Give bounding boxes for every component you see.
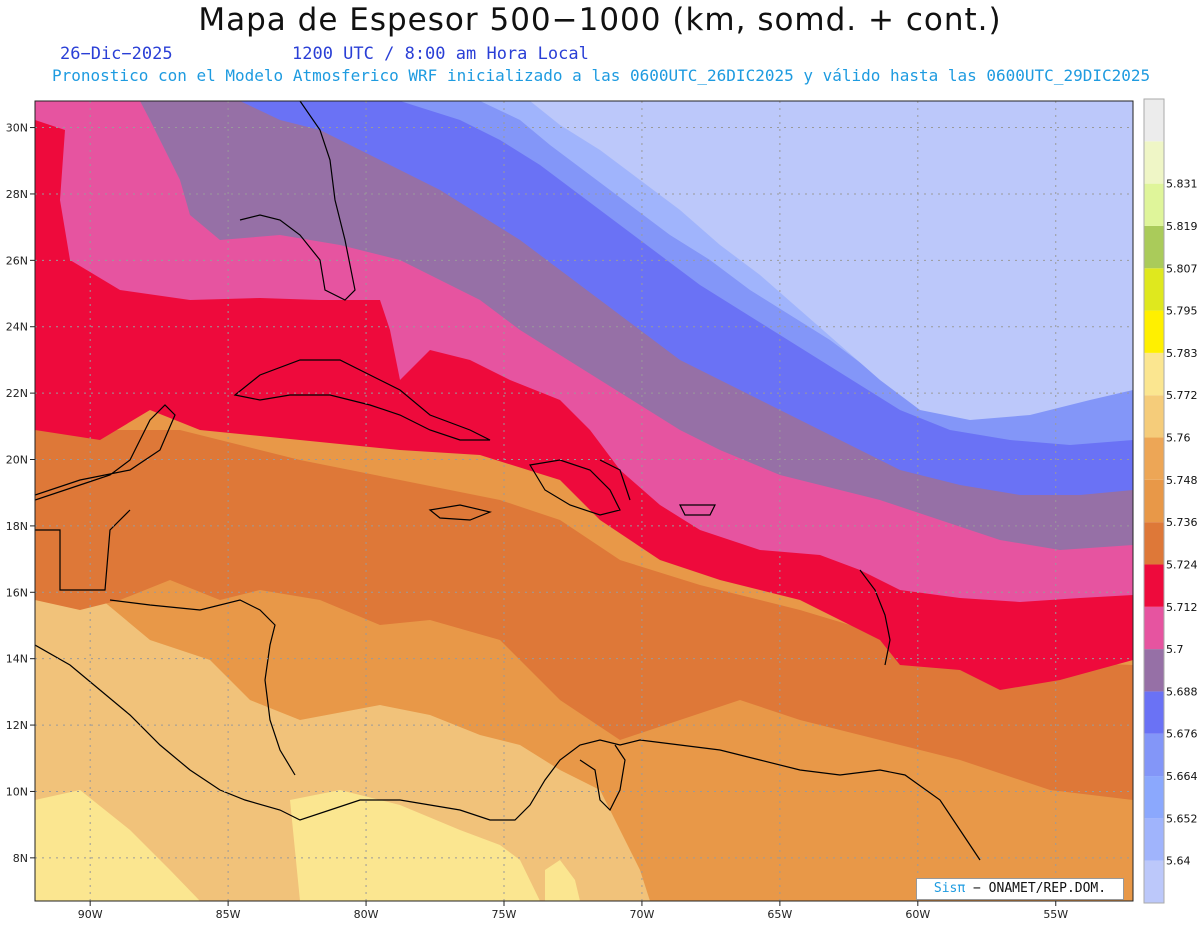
legend-swatches bbox=[1143, 98, 1165, 904]
legend-label: 5.831 bbox=[1166, 178, 1198, 191]
legend-label: 5.664 bbox=[1166, 770, 1198, 783]
legend-swatch bbox=[1144, 395, 1164, 438]
legend-label: 5.712 bbox=[1166, 601, 1198, 614]
lon-tick-label: 70W bbox=[629, 908, 654, 921]
lat-tick-label: 22N bbox=[6, 387, 28, 400]
legend-swatch bbox=[1144, 818, 1164, 861]
credit-text: − ONAMET/REP.DOM. bbox=[965, 881, 1107, 896]
lat-tick-label: 24N bbox=[6, 321, 28, 334]
legend-swatch bbox=[1144, 606, 1164, 650]
lon-tick-label: 80W bbox=[354, 908, 379, 921]
forecast-date: 26−Dic−2025 bbox=[60, 44, 173, 64]
lat-tick-label: 12N bbox=[6, 719, 28, 732]
legend-label: 5.807 bbox=[1166, 262, 1198, 275]
legend-swatch bbox=[1144, 479, 1164, 523]
legend-swatch bbox=[1144, 183, 1164, 226]
credit-box: Sisπ − ONAMET/REP.DOM. bbox=[916, 878, 1124, 900]
legend-label: 5.783 bbox=[1166, 347, 1198, 360]
lon-tick-label: 55W bbox=[1043, 908, 1068, 921]
lon-tick-label: 60W bbox=[905, 908, 930, 921]
lat-tick-label: 28N bbox=[6, 188, 28, 201]
lat-tick-label: 26N bbox=[6, 254, 28, 267]
band-5712 bbox=[35, 430, 1133, 800]
legend-label: 5.748 bbox=[1166, 474, 1198, 487]
lat-tick-label: 14N bbox=[6, 653, 28, 666]
lat-tick-label: 20N bbox=[6, 454, 28, 467]
legend-label: 5.688 bbox=[1166, 685, 1198, 698]
lat-tick-label: 8N bbox=[13, 852, 28, 865]
legend-label: 5.736 bbox=[1166, 516, 1198, 529]
legend-swatch bbox=[1144, 141, 1164, 184]
map-title: Mapa de Espesor 500−1000 (km, somd. + co… bbox=[198, 2, 1002, 38]
model-subtitle: Pronostico con el Modelo Atmosferico WRF… bbox=[52, 66, 1151, 85]
legend-labels: 5.64 5.652 5.664 5.676 5.688 5.7 5.712 5.724 5.7… bbox=[1166, 178, 1198, 868]
lon-tick-label: 65W bbox=[767, 908, 792, 921]
legend-swatch bbox=[1144, 437, 1164, 480]
lat-tick-label: 18N bbox=[6, 520, 28, 533]
legend-frame bbox=[1143, 98, 1165, 904]
lon-tick-label: 85W bbox=[216, 908, 241, 921]
lon-tick-label: 75W bbox=[492, 908, 517, 921]
longitude-axis: 90W 85W 80W 75W 70W 65W 60W 55W bbox=[78, 901, 1068, 921]
map-frame bbox=[34, 100, 1134, 902]
lon-tick-label: 90W bbox=[78, 908, 103, 921]
legend-label: 5.724 bbox=[1166, 558, 1198, 571]
credit-brand: Sisπ bbox=[933, 881, 966, 896]
legend-label: 5.676 bbox=[1166, 728, 1198, 741]
legend-label: 5.76 bbox=[1166, 432, 1191, 445]
band-5736 bbox=[35, 590, 650, 901]
legend-label: 5.652 bbox=[1166, 812, 1198, 825]
legend-swatch bbox=[1144, 564, 1164, 607]
legend-label: 5.7 bbox=[1166, 643, 1184, 656]
legend-swatch bbox=[1144, 733, 1164, 777]
legend-swatch bbox=[1144, 776, 1164, 819]
legend-swatch bbox=[1144, 691, 1164, 734]
latitude-axis: 30N 28N 26N 24N 22N 20N 18N 16N 14N 12N 10N 8N bbox=[6, 122, 35, 865]
lat-tick-label: 16N bbox=[6, 586, 28, 599]
legend-swatch bbox=[1144, 310, 1164, 353]
forecast-time: 1200 UTC / 8:00 am Hora Local bbox=[292, 44, 589, 64]
legend-label: 5.64 bbox=[1166, 855, 1191, 868]
legend-label: 5.772 bbox=[1166, 389, 1198, 402]
band-5628 bbox=[530, 101, 1133, 420]
lat-tick-label: 10N bbox=[6, 785, 28, 798]
legend-swatch bbox=[1144, 522, 1164, 565]
gridlines bbox=[35, 101, 1133, 901]
coastlines bbox=[35, 101, 981, 861]
legend-swatch bbox=[1144, 225, 1164, 269]
legend-swatch bbox=[1144, 860, 1164, 903]
legend-swatch bbox=[1144, 352, 1164, 396]
band-5748 bbox=[35, 790, 200, 901]
legend-label: 5.819 bbox=[1166, 220, 1198, 233]
legend-label: 5.795 bbox=[1166, 305, 1198, 318]
legend-swatch bbox=[1144, 268, 1164, 311]
band-5748 bbox=[545, 860, 580, 901]
legend-swatch bbox=[1144, 649, 1164, 692]
legend-swatch bbox=[1144, 99, 1164, 142]
band-5748 bbox=[290, 790, 540, 901]
lat-tick-label: 30N bbox=[6, 122, 28, 135]
